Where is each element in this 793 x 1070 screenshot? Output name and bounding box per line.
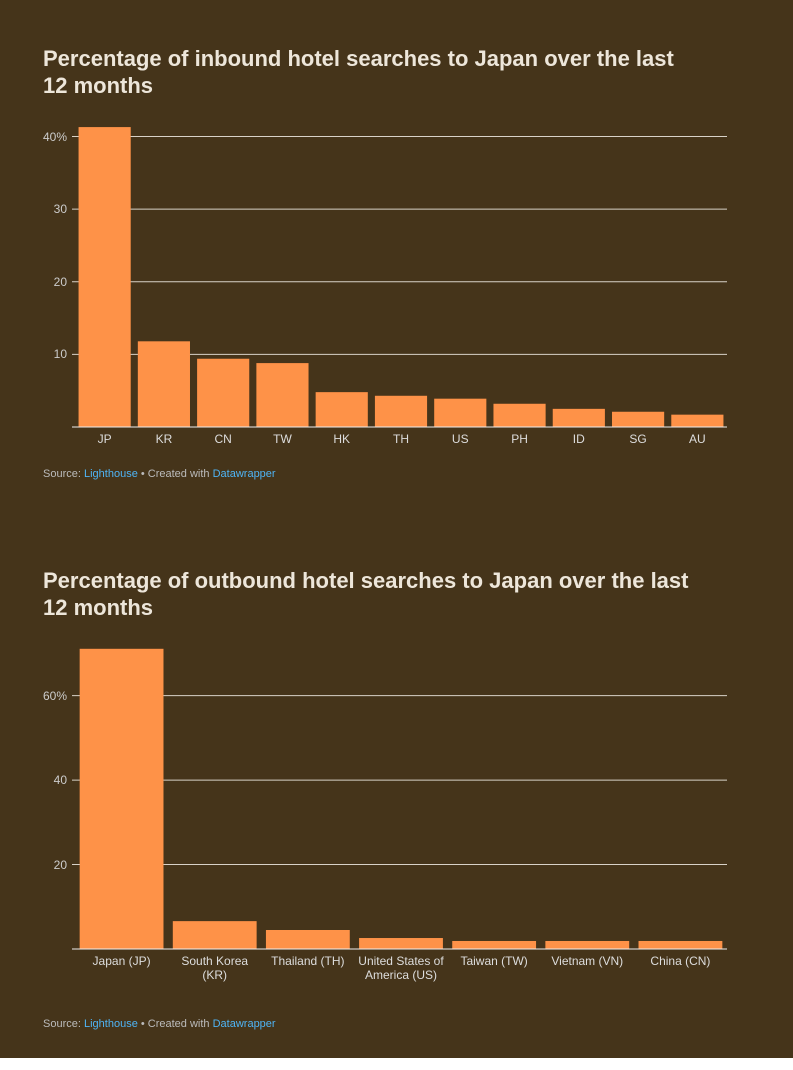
bar (256, 363, 309, 427)
chart-title: Percentage of inbound hotel searches to … (43, 46, 674, 98)
x-tick-label: JP (97, 432, 112, 446)
bar (612, 411, 665, 427)
bar (493, 403, 546, 427)
x-tick-label: US (451, 432, 469, 446)
bar (434, 398, 487, 427)
bar (638, 940, 723, 949)
credit-link[interactable]: Datawrapper (212, 1018, 276, 1030)
x-tick-label: SG (629, 432, 647, 446)
x-tick-label: Japan (JP) (92, 954, 151, 968)
y-tick-label: 30 (53, 202, 67, 217)
x-tick-label: CN (214, 432, 232, 446)
y-tick-label: 10 (53, 347, 67, 362)
source-link[interactable]: Lighthouse (83, 1018, 138, 1030)
x-tick-label: TH (392, 432, 409, 446)
bar (265, 930, 350, 949)
chart-title: Percentage of outbound hotel searches to… (43, 568, 689, 620)
x-tick-label: China (CN) (650, 954, 711, 968)
credit-link[interactable]: Datawrapper (212, 468, 276, 480)
bar (552, 408, 605, 427)
x-tick-label: Thailand (TH) (271, 954, 345, 968)
x-tick-label: HK (333, 432, 351, 446)
x-tick-label: South Korea (KR) (181, 954, 249, 982)
bar (78, 127, 131, 427)
bar (79, 648, 164, 949)
source-link[interactable]: Lighthouse (83, 468, 138, 480)
bar (452, 940, 537, 949)
x-tick-label: KR (155, 432, 173, 446)
credit-label: • Created with (140, 1018, 210, 1030)
x-tick-label: ID (572, 432, 585, 446)
bar (359, 938, 443, 949)
bar (172, 921, 257, 949)
bar (137, 341, 190, 427)
bar (545, 940, 630, 949)
y-tick-label: 20 (53, 274, 67, 289)
y-tick-label: 40% (42, 129, 67, 144)
source-label: Source: (43, 468, 81, 480)
y-tick-label: 20 (53, 857, 67, 872)
bar (315, 392, 368, 427)
bar (671, 414, 724, 427)
y-tick-label: 60% (42, 688, 67, 703)
y-tick-label: 40 (53, 773, 67, 788)
x-tick-label: AU (689, 432, 706, 446)
x-tick-label: Vietnam (VN) (551, 954, 624, 968)
source-label: Source: (43, 1018, 81, 1030)
source-line: Source: Lighthouse • Created with Datawr… (43, 1018, 276, 1030)
source-line: Source: Lighthouse • Created with Datawr… (43, 468, 276, 480)
bar (374, 395, 428, 427)
x-tick-label: United States of America (US) (358, 954, 444, 982)
x-tick-label: Taiwan (TW) (460, 954, 528, 968)
x-tick-label: TW (273, 432, 292, 446)
credit-label: • Created with (140, 468, 210, 480)
x-tick-label: PH (511, 432, 528, 446)
bar (197, 358, 250, 427)
